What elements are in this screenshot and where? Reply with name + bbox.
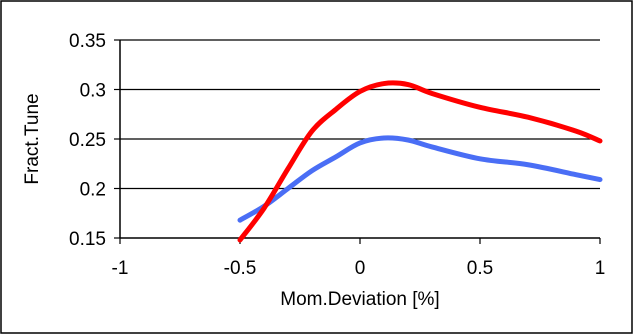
ticks: 0.15 0.2 0.25 0.3 0.35 -1 -0.5 0 0.5 1	[69, 31, 605, 279]
y-tick-label: 0.35	[69, 31, 106, 52]
y-tick-label: 0.15	[69, 229, 106, 250]
x-tick-label: -0.5	[224, 258, 257, 279]
y-axis-title: Fract.Tune	[22, 93, 43, 184]
series	[237, 80, 603, 243]
series-line-blue	[237, 135, 603, 223]
y-tick-label: 0.3	[80, 81, 106, 102]
y-tick-label: 0.25	[69, 130, 106, 151]
series-line-red	[237, 80, 603, 243]
x-tick-label: 1	[595, 258, 606, 279]
x-axis-title: Mom.Deviation [%]	[280, 289, 439, 310]
x-tick-label: -1	[112, 258, 129, 279]
x-tick-label: 0	[355, 258, 366, 279]
x-tick-label: 0.5	[467, 258, 493, 279]
y-tick-label: 0.2	[80, 180, 106, 201]
